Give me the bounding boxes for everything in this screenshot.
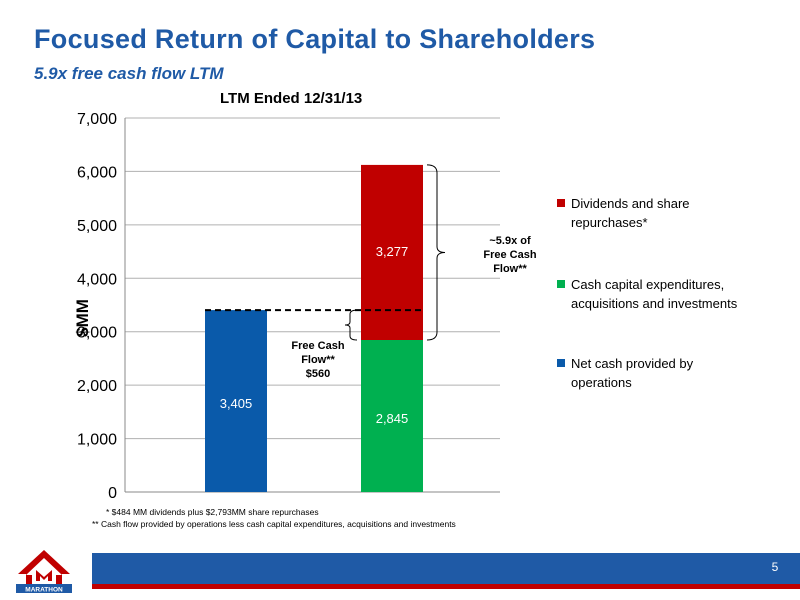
legend-swatch [557,280,565,288]
annotation-line: Flow** [301,354,335,366]
y-tick-label: 7,000 [77,111,117,128]
bar-label-capex: 2,845 [375,411,409,426]
legend-label-line: Dividends and share [571,196,690,211]
annotation-line: Free Cash [483,249,537,261]
footnote-2: ** Cash flow provided by operations less… [92,519,456,529]
legend-label-line: acquisitions and investments [571,296,738,311]
y-tick-label: 5,000 [77,218,117,235]
legend-label-line: Cash capital expenditures, [571,277,725,292]
marathon-logo: MARATHON [16,550,72,594]
bar-net-cash [205,310,267,492]
free-cash-flow-annotation: Free Cash Flow** $560 [280,339,356,381]
legend-label: Cash capital expenditures, acquisitions … [571,275,737,313]
logo-text: MARATHON [25,587,63,594]
legend-swatch [557,199,565,207]
annotation-line: Flow** [493,263,527,275]
free-cash-flow-brace [344,309,358,341]
footer-accent-stripe [92,584,800,589]
legend-label: Dividends and share repurchases* [571,194,690,232]
y-tick-label: 4,000 [77,271,117,288]
multiple-annotation: ~5.9x of Free Cash Flow** [478,234,542,276]
bar-label-dividends: 3,277 [375,244,409,259]
y-tick-label: 6,000 [77,164,117,181]
page-number: 5 [771,560,779,574]
slide-subtitle: 5.9x free cash flow LTM [34,64,224,83]
legend-label-line: repurchases* [571,215,648,230]
legend-label-line: operations [571,375,632,390]
multiple-brace [426,164,446,341]
y-tick-label: 2,000 [77,378,117,395]
footer-bar [92,553,800,584]
bar-dividends [361,164,423,340]
legend-label-line: Net cash provided by [571,356,694,371]
annotation-line: ~5.9x of [489,235,531,247]
footnotes: * $484 MM dividends plus $2,793MM share … [92,506,456,530]
annotation-line: Free Cash [291,340,345,352]
bar-capex [361,339,423,492]
slide-title: Focused Return of Capital to Shareholder… [34,24,596,54]
legend-swatch [557,359,565,367]
y-tick-label: 1,000 [77,432,117,449]
chart-title: LTM Ended 12/31/13 [220,90,363,107]
y-tick-label: 0 [108,485,117,502]
footnote-1: * $484 MM dividends plus $2,793MM share … [106,507,319,517]
bar-label-net-cash: 3,405 [219,396,253,411]
y-tick-label: 3,000 [77,325,117,342]
legend-label: Net cash provided by operations [571,354,693,392]
annotation-line: $560 [305,368,331,380]
y-axis-label: $MM [73,299,92,337]
